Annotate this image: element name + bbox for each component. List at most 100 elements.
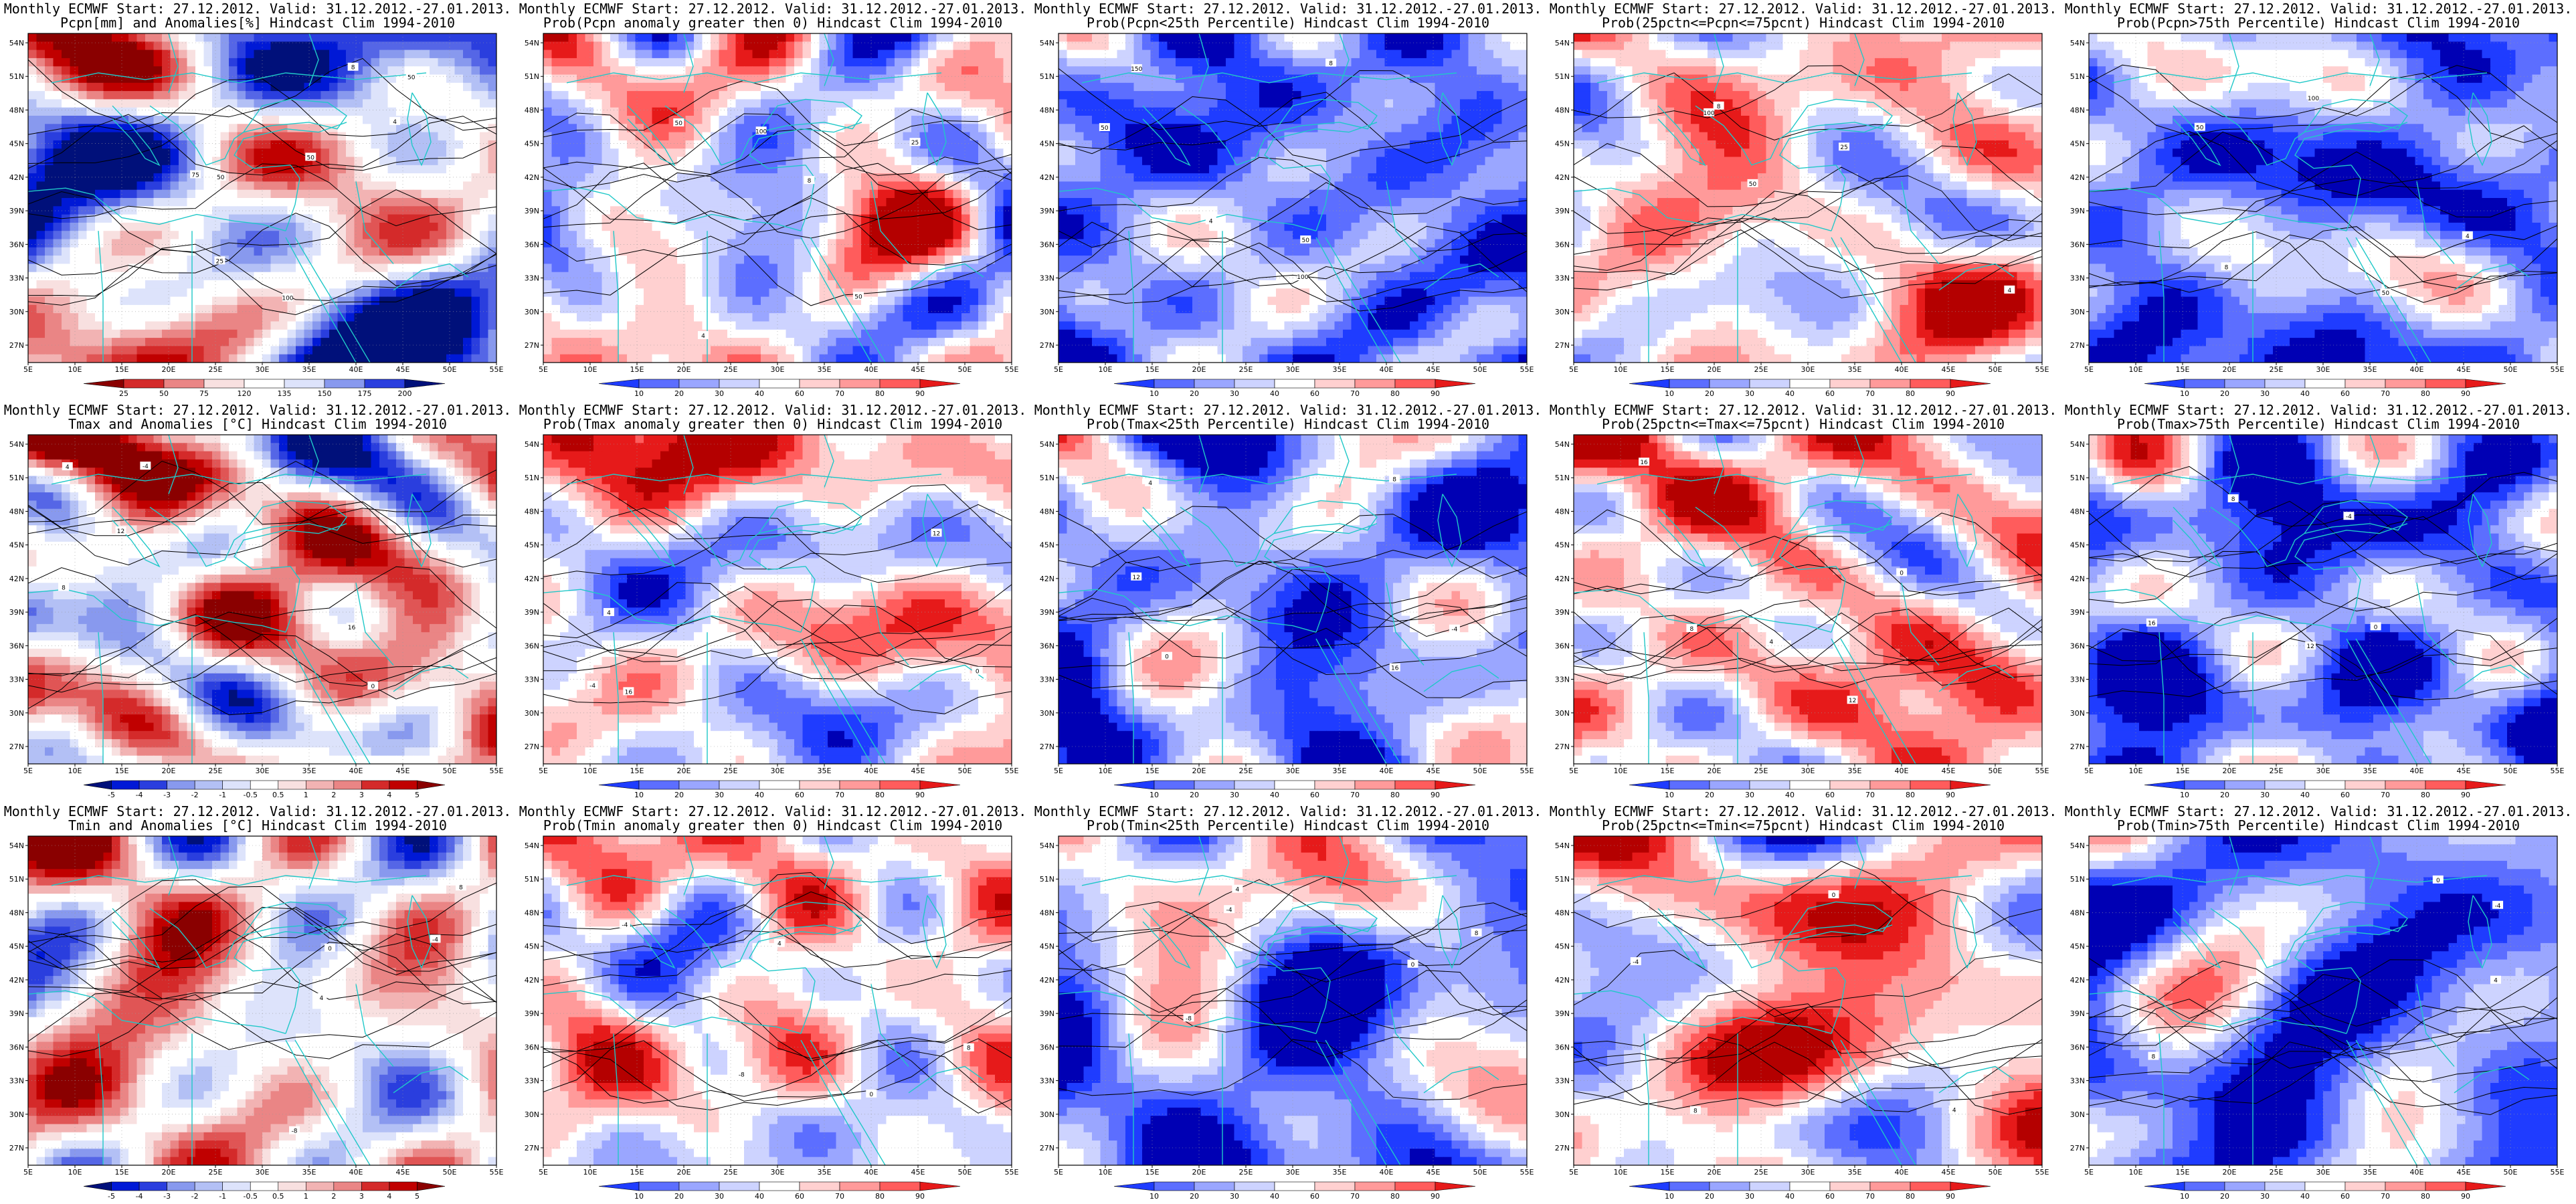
colorbar-tick-label: 50 xyxy=(159,389,169,398)
lon-tick-label: 45E xyxy=(1942,365,1956,374)
colorbar-tick-label: 90 xyxy=(2461,1192,2470,1201)
lon-tick-label: 25E xyxy=(209,1168,223,1177)
coastline xyxy=(749,523,862,571)
lat-tick-label: 51N xyxy=(1040,474,1054,482)
contour-line xyxy=(1059,597,1527,659)
svg-text:100: 100 xyxy=(282,296,293,302)
contour-line xyxy=(2089,500,2557,575)
coastline xyxy=(1180,506,1275,567)
lon-tick-label: 50E xyxy=(443,1168,457,1177)
contour-line xyxy=(543,1039,1012,1114)
coastline xyxy=(407,494,432,568)
lat-tick-label: 33N xyxy=(1040,1077,1054,1086)
colorbar-tick-label: 25 xyxy=(119,389,128,398)
lon-tick-label: 5E xyxy=(539,1168,548,1177)
lat-tick-label: 33N xyxy=(1040,676,1054,684)
lat-tick-label: 42N xyxy=(1040,173,1054,182)
contour-line xyxy=(1574,1003,2042,1068)
lat-tick-label: 39N xyxy=(1555,207,1570,215)
contour-label: 12 xyxy=(1131,572,1142,581)
colorbar-tick-label: 70 xyxy=(1865,389,1875,398)
lon-tick-label: 35E xyxy=(2363,1168,2377,1177)
contour-line xyxy=(2089,981,2557,1050)
contour-label: -8 xyxy=(1183,1013,1194,1022)
contour-line xyxy=(1574,950,2042,1017)
contour-line xyxy=(1059,964,1527,1033)
coastline xyxy=(1386,583,1424,666)
contour-label: 100 xyxy=(1297,272,1309,281)
contour-line xyxy=(1059,556,1527,621)
lon-tick-label: 30E xyxy=(1286,365,1300,374)
lat-tick-label: 30N xyxy=(1555,308,1570,316)
contour-line xyxy=(1574,607,2042,673)
coastline xyxy=(2158,1033,2165,1165)
contour-label: 50 xyxy=(2194,122,2205,132)
lon-tick-label: 50E xyxy=(2504,365,2518,374)
colorbar-tick-label: 40 xyxy=(1270,389,1279,398)
contour-line xyxy=(1574,72,2042,140)
coastline xyxy=(2173,908,2221,969)
lon-tick-label: 25E xyxy=(2270,1168,2284,1177)
colorbar-tick-label: 10 xyxy=(1665,791,1674,799)
contour-line xyxy=(2089,72,2557,143)
coastline xyxy=(664,105,759,166)
panel-title-line2: Prob(Tmin<25th Percentile) Hindcast Clim… xyxy=(1030,818,1546,833)
lat-tick-label: 45N xyxy=(9,541,24,550)
coastline xyxy=(1788,98,1893,133)
contour-label: 50 xyxy=(405,72,417,82)
panel-title-line2: Prob(Tmax anomaly greater then 0) Hindca… xyxy=(515,417,1030,431)
panel-title-line1: Monthly ECMWF Start: 27.12.2012. Valid: … xyxy=(1030,1,1546,16)
contour-label: 12 xyxy=(931,528,942,537)
coastline xyxy=(1901,181,1940,264)
colorbar-tick-label: -0.5 xyxy=(243,1192,257,1201)
coastline xyxy=(1273,500,1378,534)
colorbar-tick-label: 70 xyxy=(1865,791,1875,799)
panel-title-line1: Monthly ECMWF Start: 27.12.2012. Valid: … xyxy=(515,804,1030,819)
contour-label: 4 xyxy=(1948,1105,1960,1114)
colorbar-tick-label: 1 xyxy=(304,791,308,799)
lat-tick-label: 45N xyxy=(1040,140,1054,148)
lat-tick-label: 48N xyxy=(9,106,24,114)
colorbar-tick-label: 70 xyxy=(835,791,844,799)
contour-line xyxy=(543,1050,1012,1111)
colorbar-tick-label: 70 xyxy=(1350,791,1360,799)
map-plot: 50 25 100 50 4 8 5E 10E 15E 20E 25E 30E 35E 40E 45E 50E… xyxy=(525,33,1019,398)
lon-tick-label: 15E xyxy=(2176,1168,2190,1177)
colorbar-tick-label: 90 xyxy=(1946,791,1955,799)
contour-line xyxy=(2089,125,2557,192)
contour-label: 8 xyxy=(1325,58,1337,68)
contour-line xyxy=(1574,536,2042,597)
contour-line xyxy=(1574,612,2042,686)
contour-line xyxy=(543,603,1012,668)
panel-title-line2: Prob(Tmin anomaly greater then 0) Hindca… xyxy=(515,818,1030,833)
lon-tick-label: 5E xyxy=(1054,1168,1063,1177)
colorbar-tick-label: 10 xyxy=(1665,1192,1674,1201)
lat-tick-label: 27N xyxy=(2070,742,2085,751)
lat-tick-label: 51N xyxy=(1555,875,1570,884)
coastline xyxy=(2416,181,2455,264)
svg-text:50: 50 xyxy=(307,155,315,161)
lat-tick-label: 45N xyxy=(525,140,539,148)
lon-tick-label: 50E xyxy=(1473,767,1487,775)
lon-tick-label: 15E xyxy=(115,767,129,775)
lat-tick-label: 27N xyxy=(1555,1144,1570,1152)
lon-tick-label: 45E xyxy=(1427,1168,1441,1177)
shaded-field: -4 0 4 8 12 16 xyxy=(1059,435,1527,764)
lon-tick-label: 20E xyxy=(2223,767,2237,775)
lon-tick-label: 35E xyxy=(818,1168,832,1177)
contour-label: 4 xyxy=(316,993,327,1002)
coastline xyxy=(800,165,816,231)
lon-tick-label: 15E xyxy=(630,365,644,374)
coastline xyxy=(1831,566,1846,633)
colorbar-tick-label: 40 xyxy=(2300,1192,2310,1201)
colorbar-tick-label: 120 xyxy=(238,389,252,398)
colorbar: 10 20 30 40 60 70 80 90 xyxy=(1113,379,1476,398)
lat-tick-label: 48N xyxy=(1555,908,1570,917)
colorbar-tick-label: 60 xyxy=(1310,389,1319,398)
coastline xyxy=(1315,638,1387,764)
colorbar-tick-label: 80 xyxy=(875,791,885,799)
contour-label: -4 xyxy=(2492,900,2504,910)
contour-line xyxy=(2089,999,2557,1069)
map-panel: Monthly ECMWF Start: 27.12.2012. Valid: … xyxy=(2061,401,2576,803)
